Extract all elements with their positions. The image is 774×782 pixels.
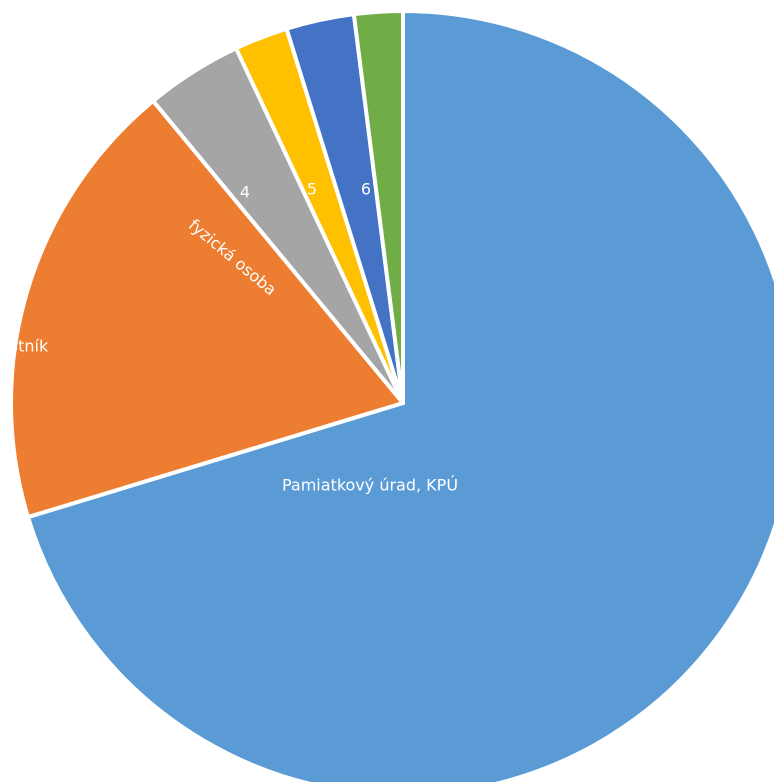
slice [351, 9, 405, 405]
slice-label: 4 [240, 183, 250, 202]
slice [25, 9, 774, 782]
slice-label: 5 [307, 180, 317, 199]
slice-label: Pamiatkový úrad, KPÚ [282, 476, 458, 495]
slice [9, 98, 405, 520]
slice-label: 6 [361, 180, 371, 199]
pie [9, 9, 774, 782]
slice-label: astník [0, 337, 49, 356]
